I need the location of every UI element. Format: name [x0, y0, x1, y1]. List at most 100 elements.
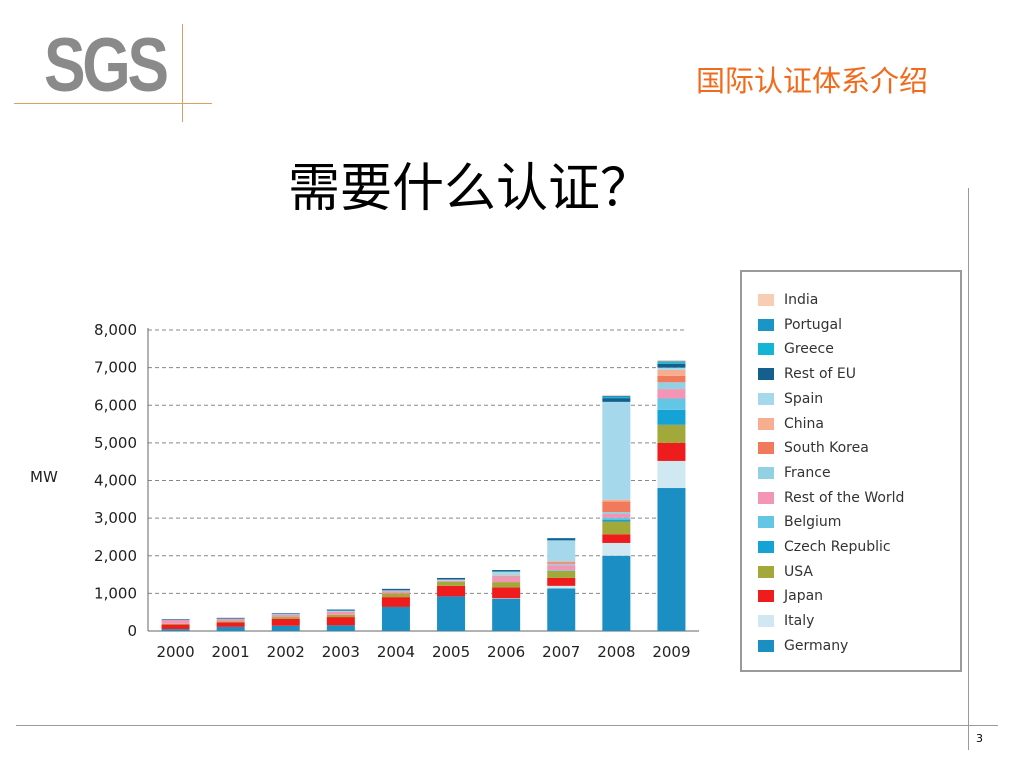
chart-legend: India Portugal Greece Rest of EU Spain China S…	[740, 270, 962, 672]
bar-segment	[326, 614, 355, 618]
bar-segment	[437, 577, 466, 580]
bar-segment	[216, 617, 245, 619]
bar-segment	[657, 389, 686, 399]
legend-swatch	[758, 541, 774, 553]
footer-divider	[16, 725, 998, 726]
bar-segment	[547, 588, 576, 631]
legend-item: Belgium	[758, 513, 841, 531]
bar-segment	[547, 570, 576, 578]
legend-item: Japan	[758, 587, 823, 605]
y-tick-label: 3,000	[94, 509, 137, 527]
x-tick-label: 2000	[156, 643, 194, 661]
logo-vertical-rule	[182, 24, 183, 122]
legend-item: South Korea	[758, 439, 869, 457]
bar-segment	[437, 581, 466, 586]
page-number: 3	[976, 732, 983, 745]
legend-label: Rest of EU	[784, 366, 856, 383]
bar-segment	[547, 565, 576, 571]
legend-item: Italy	[758, 612, 814, 630]
bar-segment	[492, 571, 521, 576]
bar-segment	[657, 369, 686, 376]
x-tick-label: 2007	[542, 643, 580, 661]
bar-segment	[602, 395, 631, 396]
bar-segment	[547, 577, 576, 586]
x-tick-label: 2006	[487, 643, 525, 661]
bar-segment	[161, 629, 190, 631]
header-title: 国际认证体系介绍	[695, 64, 928, 98]
bar-segment	[547, 538, 576, 541]
legend-swatch	[758, 516, 774, 529]
legend-label: Portugal	[784, 316, 842, 333]
y-tick-label: 1,000	[94, 584, 137, 602]
bar-segment	[381, 591, 410, 594]
bar-segment	[381, 590, 410, 591]
bar-segment	[602, 401, 631, 500]
legend-swatch	[758, 491, 774, 504]
y-tick-label: 6,000	[94, 396, 137, 414]
bar-segment	[161, 623, 190, 625]
x-tick-label: 2003	[322, 643, 360, 661]
bar-segment	[492, 582, 521, 588]
y-tick-label: 7,000	[94, 359, 137, 377]
bar-segment	[602, 501, 631, 513]
bar-segment	[602, 513, 631, 518]
bar-segment	[161, 619, 190, 621]
y-tick-label: 2,000	[94, 547, 137, 565]
legend-label: Greece	[784, 341, 834, 358]
bar-segment	[657, 460, 686, 489]
sgs-logo: SGS	[44, 23, 169, 108]
bar-segment	[657, 360, 686, 362]
x-tick-label: 2004	[377, 643, 415, 661]
legend-item: Greece	[758, 340, 834, 358]
bar-segment	[216, 618, 245, 620]
x-tick-label: 2005	[432, 643, 470, 661]
bar-segment	[326, 609, 355, 611]
legend-label: Italy	[784, 613, 815, 630]
bar-segment	[547, 538, 576, 539]
legend-swatch	[758, 318, 774, 331]
legend-label: Germany	[784, 637, 849, 654]
legend-item: Rest of EU	[758, 365, 856, 383]
bar-segment	[657, 488, 686, 631]
y-tick-label: 4,000	[94, 472, 137, 490]
logo-horizontal-rule	[14, 103, 212, 104]
bar-segment	[381, 606, 410, 631]
bar-segment	[602, 519, 631, 522]
bar-segment	[326, 611, 355, 612]
bar-segment	[437, 579, 466, 581]
legend-item: India	[758, 291, 818, 309]
bar-segment	[326, 625, 355, 631]
bar-segment	[381, 597, 410, 607]
bar-segment	[381, 590, 410, 592]
bar-segment	[216, 618, 245, 622]
bar-segment	[437, 580, 466, 582]
bar-segment	[657, 363, 686, 368]
legend-swatch	[758, 442, 774, 455]
y-tick-label: 0	[127, 622, 137, 640]
bar-segment	[602, 534, 631, 543]
bar-segment	[492, 587, 521, 599]
bar-segment	[602, 397, 631, 399]
legend-swatch	[758, 368, 774, 381]
bar-segment	[602, 542, 631, 556]
bar-segment	[657, 398, 686, 410]
bar-segment	[161, 624, 190, 630]
bar-segment	[657, 442, 686, 461]
stacked-bar-chart: 0 1,000 2,000 3,000 4,000 5,000 6,000 7,000 8,00…	[30, 321, 699, 661]
legend-swatch	[758, 392, 774, 405]
bar-segment	[547, 570, 576, 571]
bar-segment	[492, 576, 521, 583]
bar-segment	[216, 626, 245, 631]
bar-segment	[602, 395, 631, 398]
bar-segment	[657, 361, 686, 363]
legend-label: Japan	[784, 588, 824, 605]
legend-label: Rest of the World	[784, 489, 905, 506]
bar-segment	[271, 617, 300, 619]
bar-segment	[216, 622, 245, 627]
bar-segment	[602, 555, 631, 631]
legend-item: China	[758, 415, 824, 433]
legend-label: France	[784, 464, 831, 481]
bar-segment	[492, 570, 521, 572]
bar-segment	[437, 580, 466, 581]
legend-item: Germany	[758, 637, 848, 655]
